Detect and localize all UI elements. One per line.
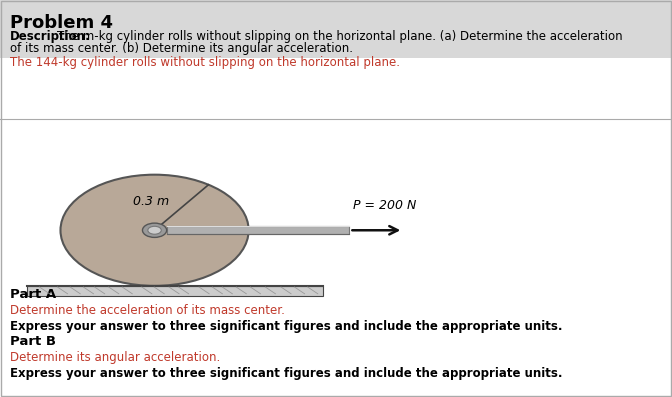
FancyBboxPatch shape [27,286,323,296]
FancyBboxPatch shape [0,0,672,119]
Text: Determine its angular acceleration.: Determine its angular acceleration. [10,351,220,364]
Circle shape [142,223,167,237]
Circle shape [148,226,161,234]
Text: Part A: Part A [10,288,56,301]
FancyBboxPatch shape [167,226,349,234]
Text: 0.3 m: 0.3 m [133,195,169,208]
Text: Part B: Part B [10,335,56,349]
Text: Express your answer to three significant figures and include the appropriate uni: Express your answer to three significant… [10,320,562,333]
Text: of its mass center. (b) Determine its angular acceleration.: of its mass center. (b) Determine its an… [10,42,353,56]
Text: P = 200 N: P = 200 N [353,199,416,212]
FancyBboxPatch shape [0,284,672,397]
Text: The 144-kg cylinder rolls without slipping on the horizontal plane.: The 144-kg cylinder rolls without slippi… [10,56,400,69]
Circle shape [60,175,249,286]
FancyBboxPatch shape [0,58,672,286]
Text: Problem 4: Problem 4 [10,14,113,32]
Text: Description:: Description: [10,30,91,43]
Text: Determine the acceleration of its mass center.: Determine the acceleration of its mass c… [10,304,285,317]
Text: Express your answer to three significant figures and include the appropriate uni: Express your answer to three significant… [10,367,562,380]
Text: The m-kg cylinder rolls without slipping on the horizontal plane. (a) Determine : The m-kg cylinder rolls without slipping… [57,30,623,43]
